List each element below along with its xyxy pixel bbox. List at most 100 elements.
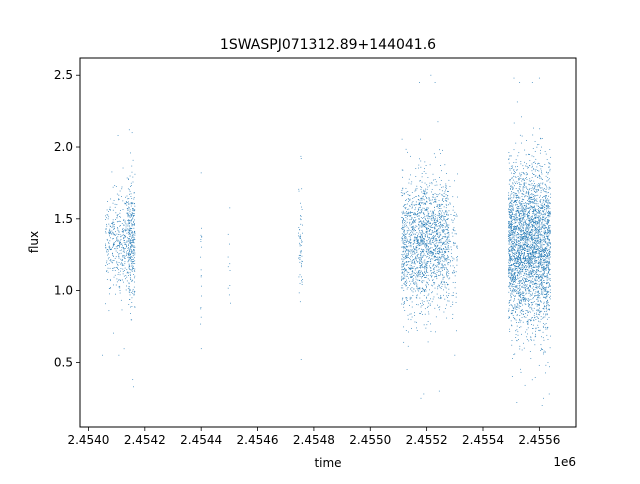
data-point [529,245,531,246]
data-point [531,287,533,289]
data-point [540,227,542,229]
data-point [406,245,407,247]
data-point [445,240,446,242]
data-point [129,254,130,256]
data-point [426,245,428,246]
data-point [133,216,134,218]
data-point [420,212,422,214]
data-point [519,345,521,347]
data-point [521,297,523,299]
data-point [525,331,526,333]
data-point [513,294,515,296]
data-point [528,243,530,245]
data-point [520,263,521,264]
data-point [535,230,537,231]
data-point [519,247,521,249]
data-point [516,306,518,308]
data-point [424,290,425,292]
data-point [524,234,525,236]
data-point [446,282,447,283]
data-point [528,212,530,214]
data-point [300,276,302,278]
data-point [134,306,136,308]
data-point [508,274,510,276]
data-point [446,317,448,319]
data-point [417,235,418,237]
data-point [510,196,512,198]
data-point [521,224,523,226]
data-point [520,246,521,247]
data-point [527,299,529,301]
data-point [516,325,518,327]
data-point [302,224,303,226]
data-point [130,239,131,241]
data-point [534,235,535,236]
data-point [444,191,446,193]
data-point [523,236,525,237]
data-point [518,268,520,269]
data-point [530,198,532,200]
data-point [418,215,420,216]
data-point [426,227,428,229]
data-point [416,261,418,263]
data-point [426,243,428,245]
data-point [529,247,531,249]
data-point [402,254,404,256]
data-point [510,299,512,301]
data-point [414,263,416,265]
data-point [533,301,535,302]
data-point [436,206,438,208]
data-point [441,264,443,266]
data-point [130,319,132,321]
data-point [127,198,129,200]
data-point [422,236,424,238]
data-point [435,275,437,277]
data-point [524,179,525,181]
data-point [528,200,530,202]
data-point [517,256,519,258]
data-point [415,204,417,206]
data-point [412,201,414,202]
data-point [520,230,522,232]
data-point [409,305,410,306]
data-point [423,203,425,205]
data-point [510,283,512,285]
data-point [520,210,522,212]
data-point [419,213,421,215]
data-point [530,252,532,254]
data-point [425,247,427,249]
data-point [510,221,512,223]
data-point [424,268,426,270]
data-point [534,187,536,189]
data-point [409,237,411,239]
data-point [418,221,420,223]
data-point [421,258,422,260]
data-point [444,216,445,217]
data-point [435,253,437,255]
data-point [518,178,520,180]
data-point [544,305,545,307]
data-point [522,246,523,248]
data-point [517,277,519,279]
data-point [404,277,406,279]
data-point [435,244,436,246]
data-point [124,236,126,238]
data-point [537,248,539,250]
data-point [524,258,525,259]
data-point [514,192,516,194]
data-point [514,176,516,178]
data-point [443,236,445,238]
data-point [525,260,527,262]
data-point [132,255,134,257]
data-point [415,230,416,231]
data-point [508,272,510,274]
data-point [421,223,422,225]
data-point [420,306,422,308]
data-point [413,282,415,283]
data-point [117,247,119,249]
data-point [549,298,551,300]
data-point [401,279,402,281]
data-point [523,194,525,195]
data-point [438,247,440,249]
data-point [443,253,444,255]
